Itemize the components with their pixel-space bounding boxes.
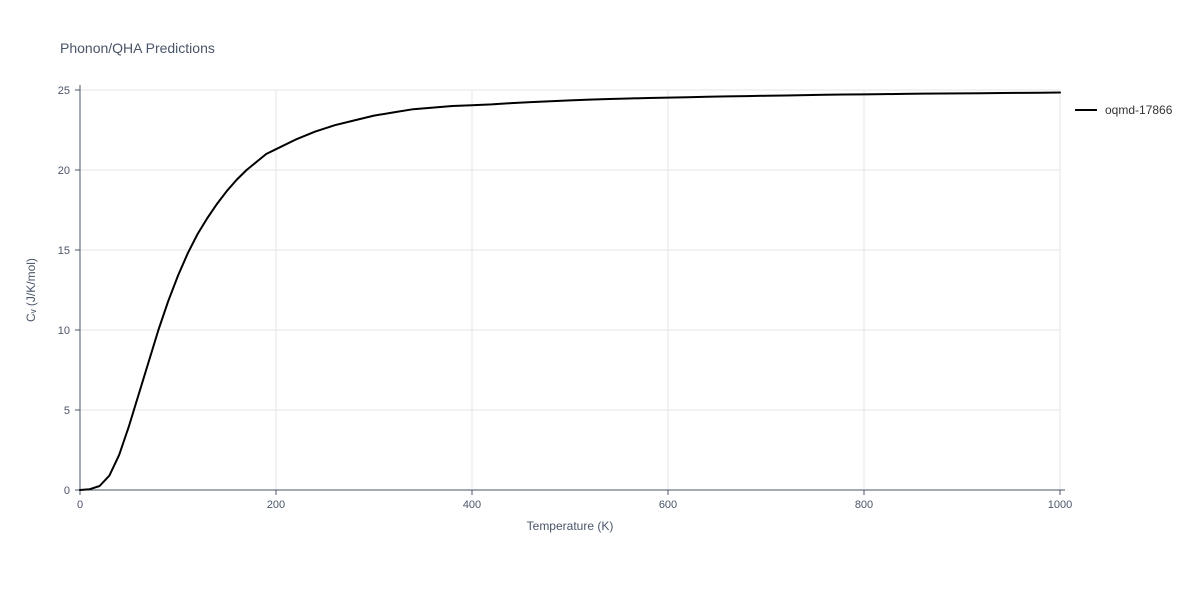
- y-tick-label: 25: [58, 85, 70, 97]
- chart-svg: 0 200 400 600 800 1000 0 5 10 15 20 25 Temperature (…: [0, 0, 1200, 600]
- y-tick-label: 20: [58, 165, 70, 177]
- x-tick-label: 800: [855, 499, 873, 511]
- chart-container: { "chart": { "type": "line", "title": "P…: [0, 0, 1200, 600]
- legend-label: oqmd-17866: [1105, 103, 1173, 117]
- x-tick-label: 1000: [1048, 499, 1072, 511]
- x-tick-label: 400: [463, 499, 481, 511]
- y-tick-label: 10: [58, 325, 70, 337]
- y-tick-label: 5: [64, 405, 70, 417]
- x-tick-label: 0: [77, 499, 83, 511]
- x-axis-label: Temperature (K): [527, 519, 614, 533]
- y-tick-label: 0: [64, 485, 70, 497]
- y-tick-label: 15: [58, 245, 70, 257]
- y-axis-label: Cᵥ (J/K/mol): [24, 258, 38, 322]
- series-line: [80, 93, 1060, 490]
- x-tick-label: 200: [267, 499, 285, 511]
- x-tick-label: 600: [659, 499, 677, 511]
